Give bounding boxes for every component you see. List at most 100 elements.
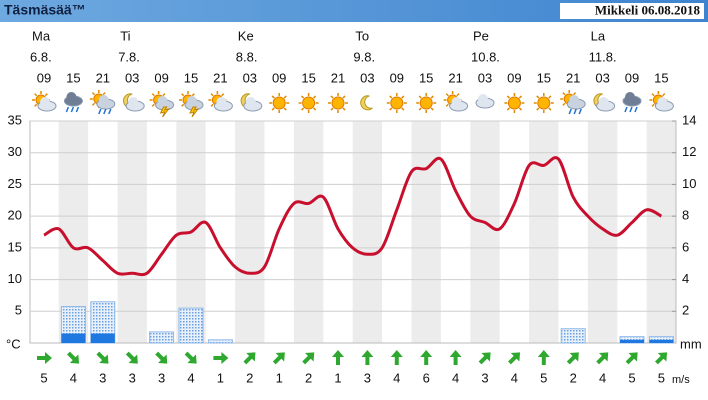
hour-label: 15: [301, 70, 315, 85]
location-box: [560, 3, 704, 19]
wind-arrow-shape: [566, 352, 579, 365]
sun-ray: [271, 107, 275, 111]
hour-label: 21: [448, 70, 462, 85]
wind-arrow-shape: [420, 350, 433, 365]
weather-icon: [360, 95, 373, 111]
sun-ray: [418, 107, 422, 111]
wind-speed: 3: [481, 370, 488, 385]
sun: [537, 96, 551, 110]
location-date: Mikkeli 06.08.2018: [595, 2, 701, 17]
hour-label: 03: [125, 70, 139, 85]
column-shade: [646, 121, 677, 343]
wind-arrow: [625, 352, 638, 365]
sun-ray: [401, 95, 405, 99]
weather-icon: [208, 91, 233, 112]
bolt: [159, 106, 170, 118]
weather-icon: [560, 90, 586, 115]
cloud: [187, 96, 197, 106]
wind-arrow-shape: [302, 352, 315, 365]
wind-arrow: [272, 352, 285, 365]
weather-icon: [89, 90, 116, 115]
wind-speed: 4: [393, 370, 400, 385]
sun-ray: [271, 95, 275, 99]
hour-label: 21: [331, 70, 345, 85]
sun-ray: [536, 95, 540, 99]
precip-bar: [90, 333, 115, 343]
rain-drop: [98, 108, 102, 115]
y-tick-label: 20: [8, 208, 22, 223]
y-tick-label: 25: [8, 176, 22, 191]
date-label: 6.8.: [30, 49, 52, 64]
weather-icon: [416, 93, 437, 113]
weather-icon: [32, 91, 57, 112]
y2-tick-label: 2: [682, 303, 689, 318]
y-tick-label: 10: [8, 271, 22, 286]
y2-tick-label: 8: [682, 208, 689, 223]
wind-arrow: [508, 352, 521, 365]
hour-label: 21: [96, 70, 110, 85]
weather-icon: [328, 93, 348, 113]
sun-ray: [342, 95, 346, 99]
sun-ray: [445, 103, 449, 107]
sun-ray: [536, 107, 540, 111]
wind-speed: 4: [452, 370, 459, 385]
column-shade: [411, 121, 441, 343]
sun-ray: [389, 95, 393, 99]
column-shade: [529, 121, 559, 343]
hour-label: 15: [654, 70, 668, 85]
wind-arrow-shape: [184, 351, 197, 364]
column-shade: [470, 121, 500, 343]
rain-drop: [629, 106, 633, 113]
sun-ray: [572, 92, 577, 96]
cloud: [245, 97, 256, 107]
sun-ray: [506, 95, 510, 99]
hour-label: 09: [625, 70, 639, 85]
wind-arrow-shape: [596, 352, 609, 365]
wind-arrow-shape: [625, 352, 638, 365]
rain-drop: [103, 108, 107, 115]
wind-speed: 4: [187, 370, 194, 385]
hour-label: 03: [478, 70, 492, 85]
sun-ray: [518, 107, 523, 111]
cloud: [157, 96, 168, 106]
wind-speed: 6: [423, 370, 430, 385]
day-label: Ma: [32, 28, 51, 43]
wind-arrow-shape: [449, 350, 462, 365]
y2-axis-label: mm: [680, 336, 702, 351]
wind-arrow: [155, 351, 168, 364]
column-shade: [352, 121, 383, 343]
weather-icon: [149, 91, 175, 118]
sun-ray: [662, 93, 666, 97]
weather-icon: [269, 93, 290, 113]
bolt: [189, 106, 200, 118]
header-title: Täsmäsää™: [4, 2, 86, 18]
wind-speed: 3: [99, 370, 106, 385]
wind-arrow-shape: [96, 351, 109, 364]
sun-ray: [548, 95, 552, 99]
precip-bar: [649, 339, 674, 343]
wind-arrow: [420, 350, 433, 365]
hour-label: 15: [184, 70, 198, 85]
wind-speed: 3: [158, 370, 165, 385]
sun: [302, 96, 316, 110]
hour-label: 15: [66, 70, 80, 85]
sun-ray: [445, 93, 449, 97]
hour-label: 15: [537, 70, 551, 85]
sun-ray: [162, 93, 166, 97]
cloud: [569, 95, 580, 105]
sun-ray: [210, 103, 214, 107]
sun-ray: [389, 107, 393, 111]
wind-arrow-shape: [37, 352, 52, 364]
rain-drop: [568, 108, 572, 115]
wind-arrow-shape: [67, 351, 80, 364]
day-label: Pe: [473, 28, 489, 43]
date-label: 9.8.: [353, 49, 375, 64]
sun-ray: [34, 93, 38, 97]
sun-ray: [430, 107, 434, 111]
precip-max-bar: [178, 307, 204, 344]
wind-speed: 2: [570, 370, 577, 385]
wind-arrow: [361, 350, 374, 365]
precip-max-bar: [560, 328, 586, 344]
